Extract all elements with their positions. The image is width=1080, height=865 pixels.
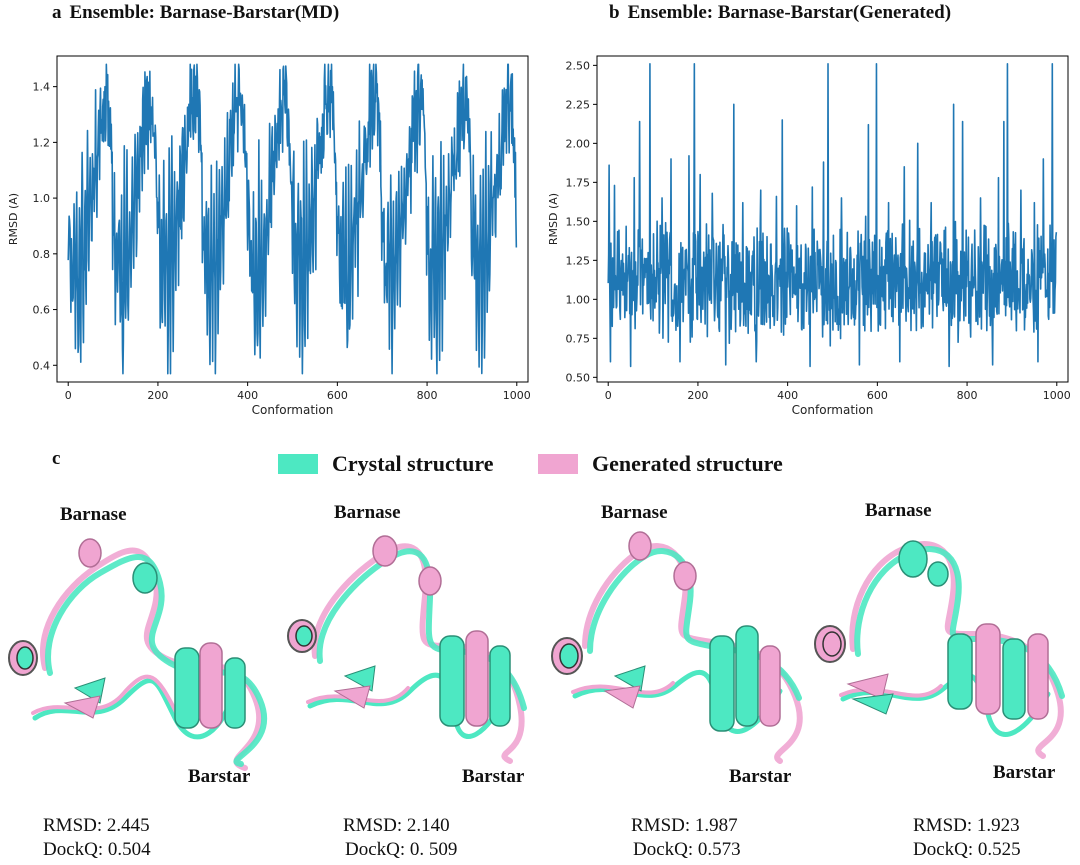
chart-b-xtick-label: 800 (957, 389, 978, 402)
structure-image-4 (814, 540, 1065, 759)
chart-b-plot-frame (596, 55, 1069, 383)
chart-b-series-line (607, 63, 1058, 368)
chart-b-ylabel: RMSD (A) (547, 193, 560, 245)
chart-a-ytick-label: 1.4 (33, 81, 51, 94)
chart-a-xtick-label: 600 (327, 389, 348, 402)
chart-b-ytick-label: 1.25 (566, 254, 591, 267)
chart-a-xlabel: Conformation (252, 403, 334, 417)
legend-crystal-label: Crystal structure (332, 451, 494, 476)
panel-a-title-text: Ensemble: Barnase-Barstar(MD) (69, 2, 340, 23)
chart-b-xtick-label: 1000 (1043, 389, 1071, 402)
chart-b-xlabel: Conformation (792, 403, 874, 417)
chart-b-ytick-label: 0.75 (566, 332, 591, 345)
panel-c-letter: c (52, 448, 61, 469)
chart-a-ylabel: RMSD (A) (7, 193, 20, 245)
chart-a-xtick-label: 0 (65, 389, 72, 402)
legend-generated-label: Generated structure (592, 451, 783, 476)
chart-a-rmsd-md: 0 200 400 600 800 1000 0.4 0.6 0.8 1.0 1.2 1.4 Confo… (7, 55, 531, 417)
legend-crystal: Crystal structure (278, 449, 494, 479)
structure-image-2 (287, 535, 527, 764)
legend-generated: Generated structure (538, 449, 783, 479)
barstar-label-2: Barstar (462, 766, 525, 787)
chart-a-xtick-label: 200 (147, 389, 168, 402)
chart-a-ytick-label: 1.2 (33, 136, 51, 149)
rmsd-value-3: RMSD: 1.987 (631, 815, 738, 836)
barnase-label-3: Barnase (601, 502, 668, 523)
chart-b-xtick-label: 0 (605, 389, 612, 402)
chart-b-ytick-label: 1.00 (566, 293, 591, 306)
chart-b-rmsd-generated: 0 200 400 600 800 1000 0.50 0.75 1.00 1.25 1.50 1.7… (547, 55, 1071, 417)
dockq-value-2: DockQ: 0. 509 (345, 839, 458, 860)
barstar-label-3: Barstar (729, 766, 792, 787)
chart-b-ytick-label: 0.50 (566, 371, 591, 384)
chart-b-xtick-label: 600 (867, 389, 888, 402)
barnase-label-2: Barnase (334, 502, 401, 523)
chart-a-ytick-label: 1.0 (33, 192, 51, 205)
rmsd-value-2: RMSD: 2.140 (343, 815, 450, 836)
barnase-label-4: Barnase (865, 500, 932, 521)
structure-image-1 (8, 538, 268, 771)
chart-a-plot-frame (56, 55, 529, 383)
chart-b-xtick-label: 200 (687, 389, 708, 402)
chart-a-ytick-label: 0.8 (33, 248, 51, 261)
structure-image-3 (551, 531, 803, 764)
panel-b-title: b Ensemble: Barnase-Barstar(Generated) (609, 2, 951, 24)
legend-generated-swatch (538, 454, 578, 474)
panel-b-title-text: Ensemble: Barnase-Barstar(Generated) (627, 2, 952, 23)
chart-b-ytick-label: 2.25 (566, 98, 591, 111)
chart-a-xtick-label: 1000 (503, 389, 531, 402)
dockq-value-4: DockQ: 0.525 (913, 839, 1021, 860)
chart-a-ytick-label: 0.4 (33, 359, 51, 372)
barstar-label-4: Barstar (993, 762, 1056, 783)
dockq-value-1: DockQ: 0.504 (43, 839, 151, 860)
rmsd-value-4: RMSD: 1.923 (913, 815, 1020, 836)
barstar-label-1: Barstar (188, 766, 251, 787)
chart-a-xtick-label: 400 (237, 389, 258, 402)
chart-b-ytick-label: 2.00 (566, 137, 591, 150)
chart-b-ytick-label: 2.50 (566, 59, 591, 72)
chart-a-series-line (67, 63, 518, 375)
barnase-label-1: Barnase (60, 504, 127, 525)
panel-a-title: a Ensemble: Barnase-Barstar(MD) (52, 2, 339, 24)
chart-b-xtick-label: 400 (777, 389, 798, 402)
panel-b-letter: b (609, 2, 620, 23)
chart-a-ytick-label: 0.6 (33, 304, 51, 317)
chart-a-xtick-label: 800 (417, 389, 438, 402)
legend-crystal-swatch (278, 454, 318, 474)
chart-b-ytick-label: 1.75 (566, 176, 591, 189)
dockq-value-3: DockQ: 0.573 (633, 839, 741, 860)
chart-b-ytick-label: 1.50 (566, 215, 591, 228)
panel-a-letter: a (52, 2, 62, 23)
rmsd-value-1: RMSD: 2.445 (43, 815, 150, 836)
